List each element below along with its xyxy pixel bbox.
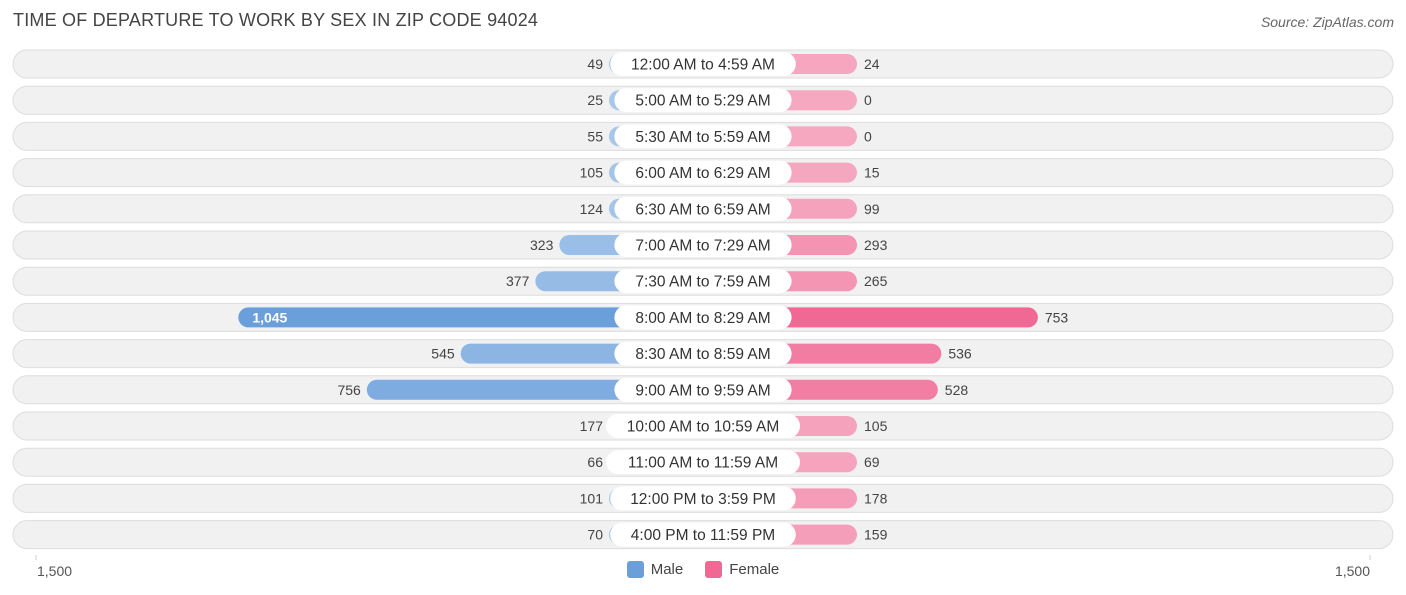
- value-label-female: 753: [1045, 309, 1069, 325]
- value-label-male: 49: [587, 56, 603, 72]
- category-label: 7:00 AM to 7:29 AM: [635, 238, 770, 255]
- category-pill: [606, 450, 800, 475]
- category-label: 5:30 AM to 5:59 AM: [635, 129, 770, 146]
- value-label-male: 101: [580, 490, 604, 506]
- value-label-female: 69: [864, 454, 880, 470]
- category-label: 8:30 AM to 8:59 AM: [635, 346, 770, 363]
- value-label-female: 0: [864, 92, 872, 108]
- value-label-male: 1,045: [252, 309, 287, 325]
- category-pill: [614, 341, 792, 366]
- category-pill: [614, 124, 792, 149]
- bar-male: [238, 307, 703, 328]
- legend-swatch-male: [626, 561, 644, 578]
- category-pill: [610, 52, 796, 76]
- category-pill: [614, 196, 792, 221]
- category-label: 4:00 PM to 11:59 PM: [631, 527, 775, 544]
- category-pill: [614, 377, 792, 402]
- source-note: Source: ZipAtlas.com: [1260, 14, 1394, 30]
- chart-area: 12:00 AM to 4:59 AM 49 24 5:00 AM to 5:29 A…: [12, 49, 1394, 560]
- category-label: 7:30 AM to 7:59 AM: [635, 274, 770, 291]
- legend-item-male[interactable]: Male: [626, 561, 684, 578]
- category-pill: [614, 88, 792, 113]
- value-label-male: 105: [580, 165, 604, 181]
- legend-label-female: Female: [729, 561, 780, 578]
- category-label: 10:00 AM to 10:59 AM: [627, 419, 780, 436]
- axis-right-label: 1,500: [1334, 563, 1370, 579]
- category-pill: [614, 269, 792, 294]
- category-label: 6:00 AM to 6:29 AM: [635, 165, 770, 182]
- legend-item-female[interactable]: Female: [705, 561, 779, 578]
- value-label-male: 545: [431, 346, 455, 362]
- legend-swatch-female: [705, 561, 723, 578]
- value-label-female: 105: [864, 418, 888, 434]
- value-label-male: 377: [506, 273, 530, 289]
- category-label: 8:00 AM to 8:29 AM: [635, 310, 770, 327]
- value-label-female: 528: [945, 382, 969, 398]
- category-pill: [614, 160, 792, 185]
- value-label-male: 70: [587, 527, 603, 543]
- value-label-male: 25: [587, 92, 603, 108]
- category-label: 12:00 AM to 4:59 AM: [631, 57, 775, 74]
- value-label-female: 0: [864, 128, 872, 144]
- value-label-male: 177: [580, 418, 604, 434]
- category-label: 12:00 PM to 3:59 PM: [630, 491, 776, 508]
- value-label-male: 124: [580, 201, 604, 217]
- category-pill: [614, 233, 792, 257]
- chart-title: TIME OF DEPARTURE TO WORK BY SEX IN ZIP …: [13, 10, 539, 30]
- category-label: 5:00 AM to 5:29 AM: [635, 93, 770, 110]
- legend-label-male: Male: [650, 561, 684, 578]
- value-label-female: 293: [864, 237, 888, 253]
- value-label-female: 99: [864, 201, 880, 217]
- category-label: 6:30 AM to 6:59 AM: [635, 201, 770, 218]
- value-label-female: 15: [864, 165, 880, 181]
- value-label-female: 159: [864, 527, 888, 543]
- category-pill: [606, 414, 800, 438]
- category-pill: [614, 305, 792, 330]
- value-label-male: 756: [337, 382, 361, 398]
- value-label-male: 55: [587, 128, 603, 144]
- category-pill: [610, 486, 796, 511]
- axis-left-label: 1,500: [37, 563, 73, 579]
- value-label-female: 178: [864, 490, 888, 506]
- category-label: 9:00 AM to 9:59 AM: [635, 382, 770, 399]
- value-label-male: 66: [587, 454, 603, 470]
- category-label: 11:00 AM to 11:59 AM: [628, 455, 778, 472]
- value-label-male: 323: [530, 237, 554, 253]
- value-label-female: 24: [864, 56, 880, 72]
- value-label-female: 265: [864, 273, 888, 289]
- category-pill: [610, 522, 796, 547]
- value-label-female: 536: [948, 346, 972, 362]
- legend: Male Female: [0, 561, 1406, 578]
